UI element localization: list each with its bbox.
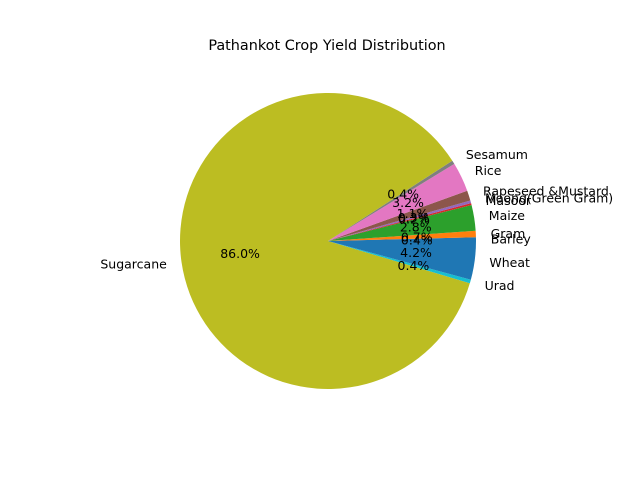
slice-label-rice: Rice	[475, 163, 502, 178]
slice-label-rapeseed-mustard: Rapeseed &Mustard	[483, 184, 609, 199]
slice-percent-maize: 2.8%	[400, 220, 432, 235]
pie-slice-maize	[328, 204, 476, 241]
slice-label-maize: Maize	[489, 208, 525, 223]
chart-title: Pathankot Crop Yield Distribution	[208, 38, 445, 54]
pie-slice-barley	[328, 237, 476, 241]
slice-percent-rapeseed-mustard: 1.1%	[397, 206, 429, 221]
pie-slices	[180, 93, 476, 390]
pie-slice-rice	[328, 163, 468, 241]
pie-slice-sugarcane	[180, 93, 470, 390]
slice-label-barley: Barley	[491, 231, 532, 246]
slice-percent-sugarcane: 86.0%	[220, 246, 260, 261]
slice-percent-gram: 0.7%	[401, 229, 433, 244]
slice-percent-rice: 3.2%	[392, 195, 424, 210]
pie-slice-moong-green-gram	[328, 200, 472, 241]
pie-slice-urad	[328, 241, 471, 284]
pie-slice-masoor	[328, 203, 472, 241]
slice-percent-moong-green-gram: 0.3%	[398, 210, 430, 225]
slice-label-urad: Urad	[485, 278, 515, 293]
slice-label-sesamum: Sesamum	[466, 147, 528, 162]
slice-label-masoor: Masoor	[486, 193, 532, 208]
slice-percent-masoor: 0.2%	[398, 211, 430, 226]
pie-slice-rapeseed-mustard	[328, 190, 471, 241]
slice-label-moong-green-gram: Moong(Green Gram)	[485, 190, 613, 205]
pie-slice-gram	[328, 230, 476, 241]
slice-percent-sesamum: 0.4%	[387, 186, 419, 201]
slice-label-wheat: Wheat	[489, 255, 530, 270]
slice-label-sugarcane: Sugarcane	[100, 257, 167, 272]
slice-percent-wheat: 4.2%	[400, 245, 432, 260]
pie-slice-wheat	[328, 241, 476, 280]
slice-percent-barley: 0.4%	[401, 232, 433, 247]
slice-percent-urad: 0.4%	[398, 258, 430, 273]
slice-label-gram: Gram	[491, 226, 526, 241]
pie-labels: Barley 0.4% Gram 0.7% Maize 2.8% Masoor 0.2% Moo…	[100, 147, 613, 293]
pie-slice-sesamum	[328, 160, 455, 241]
